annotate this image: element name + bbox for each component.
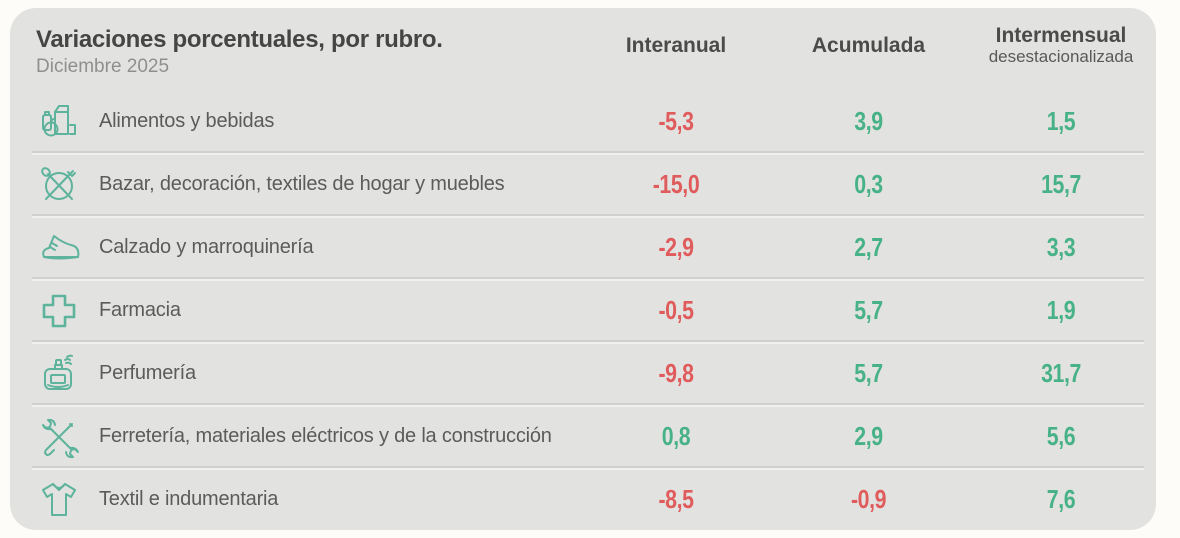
row-label: Alimentos y bebidas [99,110,275,132]
value-interanual: -15,0 [652,169,700,199]
row-label: Bazar, decoración, textiles de hogar y m… [99,173,505,195]
row-divider [32,151,1144,155]
value-acumulada: 5,7 [854,295,883,325]
value-intermensual: 5,6 [1046,421,1076,451]
tableware-icon [34,163,84,207]
page-title: Variaciones porcentuales, por rubro. [36,26,443,53]
column-header-acumulada: Acumulada [771,8,966,92]
table-row: Perfumería -9,8 5,7 31,7 [10,344,1156,403]
column-header-interanual: Interanual [581,8,771,92]
row-label: Farmacia [99,299,181,321]
column-header-label: Intermensual [995,24,1127,47]
column-header-sublabel: desestacionalizada [988,47,1134,66]
row-divider [32,466,1144,470]
row-label: Textil e indumentaria [99,488,279,510]
value-intermensual: 7,6 [1046,484,1076,514]
table-row: Ferretería, materiales eléctricos y de l… [10,407,1156,466]
table-header: Variaciones porcentuales, por rubro. Dic… [10,8,1156,92]
row-label: Calzado y marroquinería [99,236,314,258]
tools-icon [34,415,84,459]
value-acumulada: 3,9 [854,106,883,136]
value-acumulada: 5,7 [854,358,883,388]
value-acumulada: 0,3 [854,169,883,199]
groceries-icon [34,100,84,144]
row-label: Ferretería, materiales eléctricos y de l… [99,425,552,447]
perfume-icon [34,352,84,396]
header-title-block: Variaciones porcentuales, por rubro. Dic… [10,8,581,92]
value-acumulada: -0,9 [850,484,887,514]
variations-table-card: Variaciones porcentuales, por rubro. Dic… [10,8,1156,530]
sneaker-icon [34,226,84,270]
column-header-intermensual: Intermensual desestacionalizada [966,8,1156,92]
row-divider [32,277,1144,281]
table-row: Farmacia -0,5 5,7 1,9 [10,281,1156,340]
page-subtitle: Diciembre 2025 [36,56,170,77]
value-interanual: -5,3 [658,106,694,136]
table-row: Calzado y marroquinería -2,9 2,7 3,3 [10,218,1156,277]
column-header-label: Acumulada [811,34,926,57]
tshirt-icon [34,478,84,522]
value-intermensual: 15,7 [1041,169,1081,199]
row-divider [32,340,1144,344]
row-divider [32,214,1144,218]
table-row: Alimentos y bebidas -5,3 3,9 1,5 [10,92,1156,151]
value-interanual: -0,5 [658,295,694,325]
value-interanual: -9,8 [658,358,694,388]
value-intermensual: 31,7 [1041,358,1081,388]
pharmacy-cross-icon [34,290,84,332]
value-acumulada: 2,9 [854,421,883,451]
row-divider [32,403,1144,407]
table-row: Textil e indumentaria -8,5 -0,9 7,6 [10,470,1156,529]
value-intermensual: 3,3 [1046,232,1076,262]
value-acumulada: 2,7 [854,232,883,262]
row-label: Perfumería [99,362,196,384]
column-header-label: Interanual [625,34,727,57]
value-interanual: -2,9 [658,232,694,262]
value-intermensual: 1,5 [1046,106,1076,136]
value-interanual: -8,5 [658,484,694,514]
value-intermensual: 1,9 [1046,295,1076,325]
table-row: Bazar, decoración, textiles de hogar y m… [10,155,1156,214]
value-interanual: 0,8 [661,421,691,451]
